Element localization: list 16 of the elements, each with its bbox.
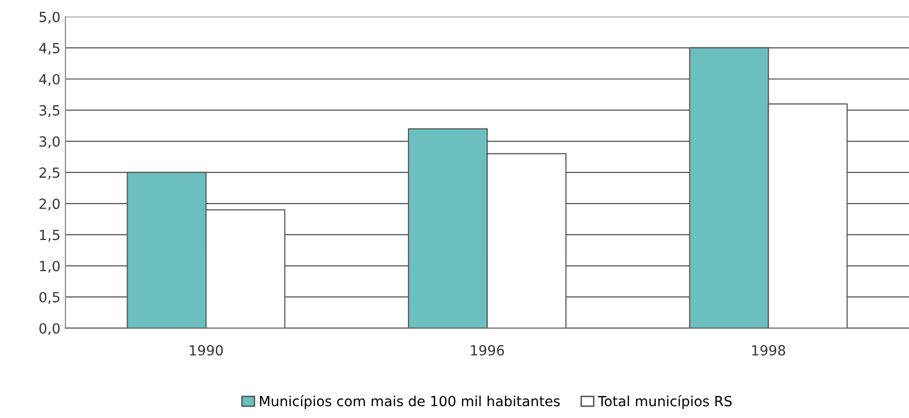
y-tick-label: 3,0 bbox=[40, 136, 60, 148]
x-tick-label: 1996 bbox=[471, 345, 504, 356]
y-tick-label: 2,0 bbox=[40, 198, 60, 210]
y-tick-label: 0,5 bbox=[39, 292, 60, 304]
y-tick-label: 1,5 bbox=[40, 230, 60, 242]
y-tick-label: 5,0 bbox=[40, 12, 60, 24]
y-tick-label: 2,5 bbox=[40, 167, 60, 180]
legend-label: Total municípios RS bbox=[598, 395, 732, 410]
x-tick-label: 1990 bbox=[190, 345, 223, 356]
y-tick-label: 0,0 bbox=[39, 323, 60, 336]
y-tick-label: 1,0 bbox=[40, 260, 60, 273]
x-tick-label: 1998 bbox=[752, 345, 786, 356]
legend-label: Municípios com mais de 100 mil habitantes bbox=[260, 395, 560, 410]
y-tick-label: 4,5 bbox=[39, 43, 60, 55]
y-tick-label: 3,5 bbox=[40, 105, 60, 118]
y-tick-label: 4,0 bbox=[39, 74, 60, 86]
